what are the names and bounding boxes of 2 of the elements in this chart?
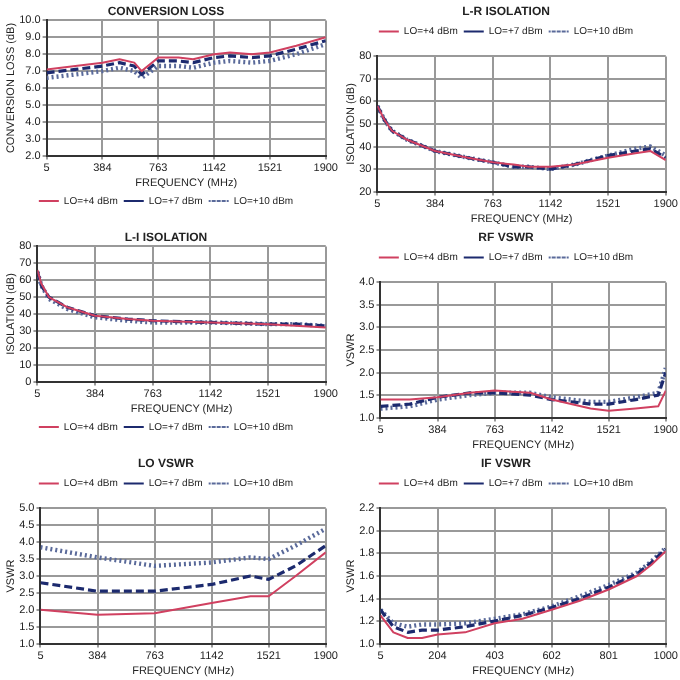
line-series <box>40 543 326 593</box>
line-series <box>40 526 326 569</box>
